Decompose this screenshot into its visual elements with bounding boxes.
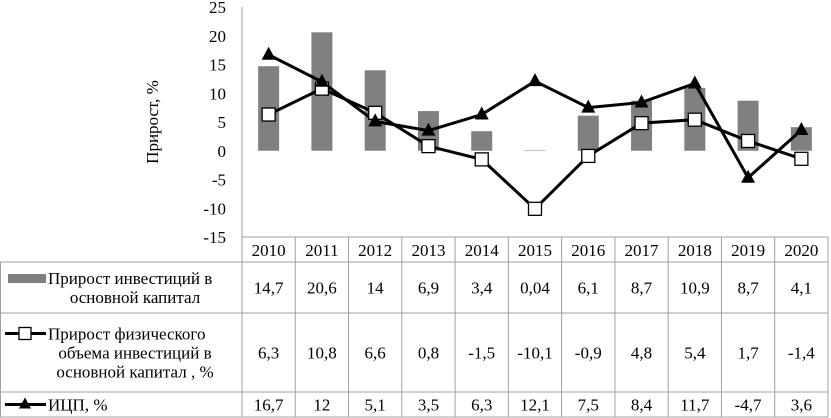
data-label: 10,8 bbox=[307, 344, 337, 363]
legend-triangle-marker bbox=[19, 397, 31, 409]
data-label: 10,9 bbox=[680, 279, 710, 298]
square-marker bbox=[634, 116, 649, 131]
x-category-label: 2012 bbox=[358, 241, 392, 260]
data-label: 8,4 bbox=[631, 396, 653, 415]
data-label: 3,5 bbox=[418, 396, 439, 415]
data-label: 6,6 bbox=[365, 344, 386, 363]
data-label: 0,8 bbox=[418, 344, 439, 363]
square-marker bbox=[261, 107, 276, 122]
data-label: 8,7 bbox=[737, 279, 759, 298]
data-label: 6,3 bbox=[471, 396, 492, 415]
x-category-label: 2018 bbox=[678, 241, 712, 260]
triangle-marker bbox=[261, 46, 276, 60]
data-label: -4,7 bbox=[735, 396, 762, 415]
y-tick-label: 25 bbox=[209, 0, 226, 17]
legend-label: ИЦП, % bbox=[48, 396, 108, 415]
x-category-label: 2017 bbox=[625, 241, 660, 260]
triangle-marker bbox=[474, 106, 489, 120]
triangle-marker bbox=[687, 75, 702, 89]
x-category-label: 2010 bbox=[252, 241, 286, 260]
legend-label: Прирост физического bbox=[48, 325, 205, 344]
square-marker bbox=[794, 151, 809, 166]
data-label: 1,7 bbox=[737, 344, 759, 363]
legend-label: основной капитал bbox=[70, 288, 201, 307]
triangle-marker bbox=[581, 99, 596, 113]
bar bbox=[471, 131, 493, 151]
square-marker bbox=[474, 152, 489, 167]
square-marker bbox=[527, 201, 543, 216]
y-tick-label: -15 bbox=[203, 228, 226, 247]
data-label: 6,9 bbox=[418, 279, 439, 298]
data-label: 20,6 bbox=[307, 279, 337, 298]
triangle-marker bbox=[368, 113, 383, 127]
data-label: 8,7 bbox=[631, 279, 653, 298]
y-tick-label: 5 bbox=[218, 113, 227, 132]
y-tick-label: -5 bbox=[212, 171, 226, 190]
square-marker bbox=[687, 112, 702, 127]
bar bbox=[524, 150, 546, 152]
x-category-label: 2013 bbox=[411, 241, 445, 260]
bar bbox=[577, 115, 599, 151]
square-marker bbox=[740, 133, 756, 149]
y-tick-label: 10 bbox=[209, 84, 226, 103]
legend-label: Прирост инвестиций в bbox=[48, 269, 212, 288]
y-tick-label: 15 bbox=[209, 56, 226, 75]
x-category-label: 2014 bbox=[465, 241, 500, 260]
data-label: 4,1 bbox=[791, 279, 812, 298]
data-label: 7,5 bbox=[578, 396, 599, 415]
data-label: 5,1 bbox=[365, 396, 386, 415]
data-label: 12,1 bbox=[520, 396, 550, 415]
legend-label: объема инвестиций в bbox=[58, 344, 211, 363]
series-line-physical-volume bbox=[267, 86, 802, 211]
data-label: -1,4 bbox=[788, 344, 815, 363]
data-label: 6,3 bbox=[258, 344, 279, 363]
legend-bar-swatch bbox=[8, 274, 46, 283]
square-marker bbox=[421, 138, 436, 154]
data-label: 0,04 bbox=[520, 279, 550, 298]
data-label: 11,7 bbox=[680, 396, 710, 415]
data-label: 4,8 bbox=[631, 344, 652, 363]
legend-square-marker bbox=[18, 326, 32, 341]
triangle-marker bbox=[421, 122, 436, 136]
data-label: 5,4 bbox=[684, 344, 706, 363]
y-tick-label: 20 bbox=[209, 27, 226, 46]
data-label: -0,9 bbox=[575, 344, 602, 363]
data-label: 3,6 bbox=[791, 396, 812, 415]
x-category-label: 2020 bbox=[784, 241, 818, 260]
data-label: -10,1 bbox=[517, 344, 552, 363]
triangle-marker bbox=[314, 73, 329, 87]
triangle-marker bbox=[528, 73, 542, 87]
y-tick-label: 0 bbox=[218, 142, 227, 161]
x-category-label: 2011 bbox=[305, 241, 338, 260]
data-label: 6,1 bbox=[578, 279, 599, 298]
data-label: 14 bbox=[367, 279, 385, 298]
data-label: 14,7 bbox=[254, 279, 284, 298]
legend-label: основной капитал , % bbox=[56, 363, 213, 382]
x-category-label: 2015 bbox=[518, 241, 552, 260]
square-marker bbox=[581, 148, 596, 164]
x-category-label: 2016 bbox=[571, 241, 605, 260]
triangle-marker bbox=[794, 122, 809, 136]
triangle-marker bbox=[634, 94, 649, 108]
data-label: -1,5 bbox=[468, 344, 495, 363]
x-category-label: 2019 bbox=[731, 241, 765, 260]
y-tick-label: -10 bbox=[203, 199, 226, 218]
data-label: 3,4 bbox=[471, 279, 493, 298]
triangle-marker bbox=[741, 169, 756, 183]
data-label: 16,7 bbox=[254, 396, 284, 415]
y-axis-label: Прирост, % bbox=[143, 80, 162, 164]
data-label: 12 bbox=[313, 396, 330, 415]
